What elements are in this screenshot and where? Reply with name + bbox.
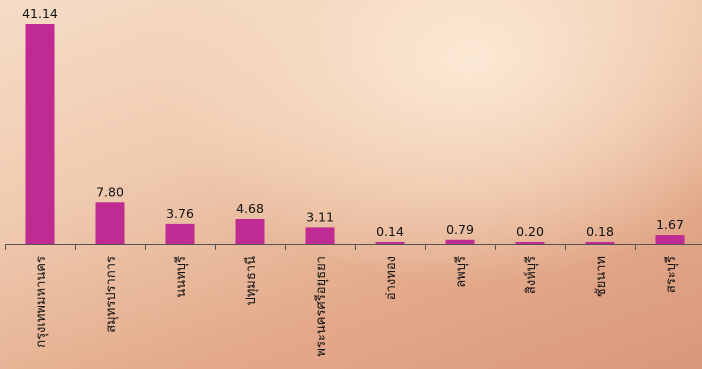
category-label: สมุทรปราการ (104, 256, 119, 333)
data-label: 1.67 (656, 217, 684, 232)
data-label: 0.14 (376, 224, 404, 239)
bars-layer (26, 24, 685, 244)
category-label: ลพบุรี (453, 256, 469, 288)
bar (236, 219, 265, 244)
data-label: 41.14 (22, 6, 58, 21)
bar (166, 224, 195, 244)
category-label: ชัยนาท (594, 256, 609, 297)
bar (516, 242, 545, 244)
category-label: นนทบุรี (173, 256, 189, 298)
category-labels-layer: กรุงเทพมหานคร สมุทรปราการ นนทบุรี ปทุมธานี พ… (34, 256, 679, 357)
data-label: 0.79 (446, 222, 474, 237)
data-label: 0.18 (586, 224, 614, 239)
data-label: 3.76 (166, 206, 194, 221)
bar (96, 202, 125, 244)
category-label: พระนครศรีอยุธยา (313, 256, 329, 357)
x-axis (5, 244, 702, 250)
category-label: อ่างทอง (384, 256, 399, 300)
bar (656, 235, 685, 244)
data-label: 7.80 (96, 184, 124, 199)
bar (26, 24, 55, 244)
category-label: ปทุมธานี (243, 256, 259, 306)
bar (586, 242, 615, 244)
category-label: กรุงเทพมหานคร (34, 256, 49, 348)
bar (306, 227, 335, 244)
data-label: 4.68 (236, 201, 264, 216)
bar (446, 240, 475, 244)
bar (376, 242, 405, 244)
data-label: 3.11 (306, 209, 334, 224)
category-label: สระบุรี (663, 256, 679, 293)
data-label: 0.20 (516, 224, 544, 239)
category-label: สิงห์บุรี (523, 256, 539, 294)
